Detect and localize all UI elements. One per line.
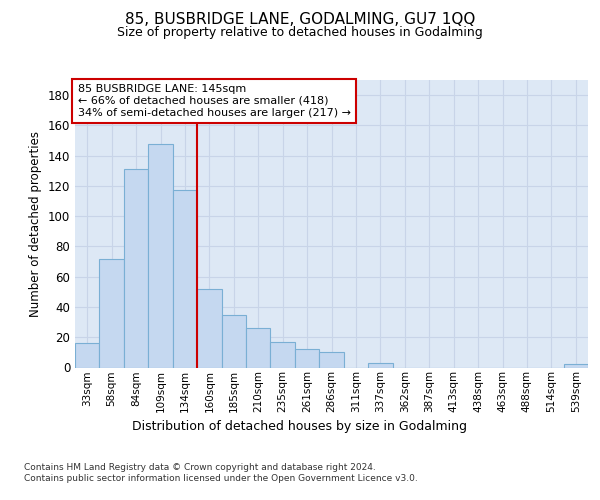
Bar (319, 352, 344, 368)
Bar (173, 190, 197, 368)
Text: 85 BUSBRIDGE LANE: 145sqm
← 66% of detached houses are smaller (418)
34% of semi: 85 BUSBRIDGE LANE: 145sqm ← 66% of detac… (77, 84, 350, 117)
Bar (295, 350, 319, 368)
Bar (271, 342, 295, 367)
Text: Contains HM Land Registry data © Crown copyright and database right 2024.: Contains HM Land Registry data © Crown c… (24, 462, 376, 471)
Y-axis label: Number of detached properties: Number of detached properties (29, 130, 42, 317)
Text: Contains public sector information licensed under the Open Government Licence v3: Contains public sector information licen… (24, 474, 418, 483)
Bar (563, 364, 588, 368)
Bar (221, 314, 246, 368)
Bar (124, 170, 148, 368)
Text: Distribution of detached houses by size in Godalming: Distribution of detached houses by size … (133, 420, 467, 433)
Bar (368, 363, 392, 368)
Bar (246, 328, 271, 368)
Bar (148, 144, 173, 368)
Bar (100, 258, 124, 368)
Bar (197, 289, 221, 368)
Bar (75, 344, 100, 367)
Text: 85, BUSBRIDGE LANE, GODALMING, GU7 1QQ: 85, BUSBRIDGE LANE, GODALMING, GU7 1QQ (125, 12, 475, 28)
Text: Size of property relative to detached houses in Godalming: Size of property relative to detached ho… (117, 26, 483, 39)
